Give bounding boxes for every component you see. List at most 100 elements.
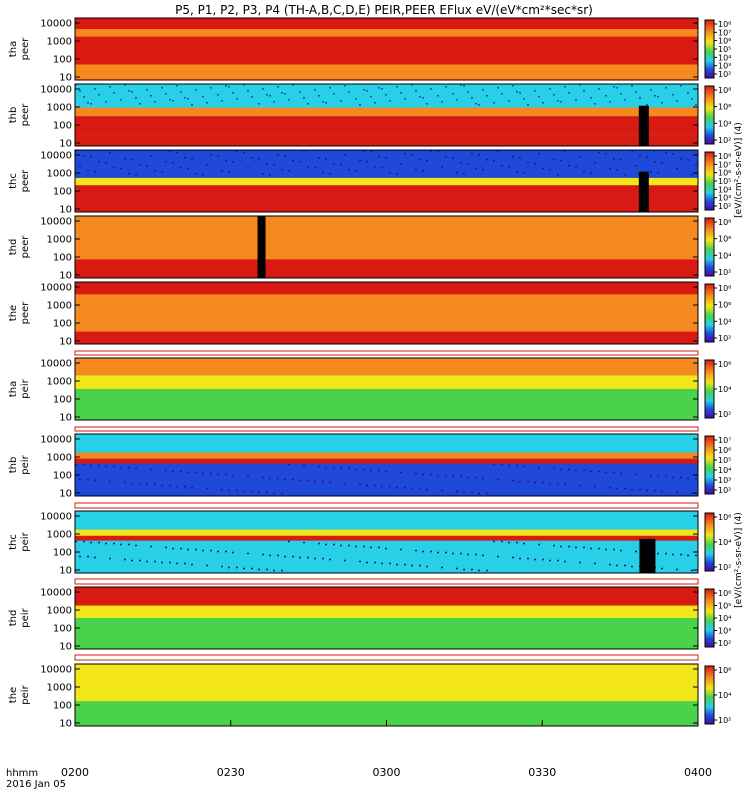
noise-speck	[131, 159, 133, 161]
noise-speck	[553, 159, 555, 161]
noise-speck	[281, 569, 283, 572]
noise-speck	[590, 97, 592, 99]
noise-speck	[303, 151, 305, 153]
energy-band	[75, 36, 698, 65]
noise-speck	[124, 481, 126, 484]
noise-speck	[288, 540, 290, 543]
noise-speck	[161, 171, 163, 173]
y-tick-label: 1000	[47, 453, 72, 464]
colorbar	[704, 435, 715, 495]
noise-speck	[154, 483, 156, 486]
noise-speck	[344, 559, 346, 562]
noise-speck	[482, 169, 484, 171]
noise-speck	[87, 102, 89, 104]
noise-speck	[557, 482, 559, 485]
noise-speck	[322, 557, 324, 560]
noise-speck	[314, 167, 316, 169]
time-axis-date: 2016 Jan 05	[6, 779, 66, 790]
noise-speck	[676, 491, 678, 494]
noise-speck	[691, 98, 693, 100]
noise-speck	[217, 473, 219, 476]
panel-frame	[74, 83, 699, 147]
noise-speck	[262, 88, 264, 90]
noise-speck	[482, 477, 484, 480]
noise-speck	[512, 479, 514, 482]
noise-speck	[620, 549, 622, 552]
noise-speck	[389, 485, 391, 488]
noise-speck	[228, 489, 230, 492]
noise-speck	[646, 104, 648, 106]
noise-speck	[665, 552, 667, 555]
noise-speck	[325, 158, 327, 160]
noise-speck	[359, 160, 361, 162]
noise-speck	[303, 541, 305, 544]
noise-speck	[184, 485, 186, 488]
noise-speck	[131, 482, 133, 485]
noise-speck	[146, 89, 148, 91]
noise-speck	[650, 171, 652, 173]
noise-speck	[90, 156, 92, 158]
noise-speck	[172, 547, 174, 550]
noise-speck	[277, 86, 279, 88]
y-tick-label: 1000	[47, 169, 72, 180]
colorbar-tick-label: 10⁸	[718, 284, 731, 293]
noise-speck	[501, 93, 503, 95]
noise-speck	[501, 165, 503, 167]
noise-speck	[519, 92, 521, 94]
noise-speck	[236, 489, 238, 492]
noise-speck	[396, 486, 398, 489]
noise-speck	[329, 87, 331, 89]
noise-speck	[594, 162, 596, 164]
noise-speck	[564, 86, 566, 88]
noise-speck	[109, 557, 111, 560]
noise-speck	[516, 91, 518, 93]
noise-speck	[307, 103, 309, 105]
noise-speck	[202, 174, 204, 176]
noise-speck	[650, 474, 652, 477]
noise-speck	[445, 156, 447, 158]
noise-speck	[616, 487, 618, 490]
noise-speck	[266, 568, 268, 571]
noise-speck	[575, 546, 577, 549]
noise-speck	[661, 102, 663, 104]
noise-speck	[527, 162, 529, 164]
noise-speck	[497, 555, 499, 558]
panel-frame	[74, 17, 699, 81]
noise-speck	[422, 97, 424, 99]
noise-speck	[232, 92, 234, 94]
energy-band	[75, 84, 698, 108]
data-gap	[639, 538, 656, 573]
noise-speck	[210, 154, 212, 156]
noise-speck	[176, 152, 178, 154]
noise-speck	[452, 157, 454, 159]
noise-speck	[631, 565, 633, 568]
noise-speck	[284, 478, 286, 481]
noise-speck	[419, 487, 421, 490]
noise-speck	[493, 540, 495, 543]
noise-speck	[135, 467, 137, 470]
noise-speck	[400, 471, 402, 474]
noise-speck	[191, 158, 193, 160]
noise-speck	[247, 475, 249, 478]
noise-speck	[299, 91, 301, 93]
noise-speck	[348, 169, 350, 171]
noise-speck	[281, 492, 283, 495]
colorbar-tick-label: 10⁴	[718, 53, 731, 62]
data-gap	[638, 105, 649, 146]
data-gap	[638, 171, 649, 212]
noise-speck	[616, 87, 618, 89]
energy-band	[75, 540, 698, 573]
noise-speck	[415, 169, 417, 171]
noise-speck	[113, 542, 115, 545]
noise-speck	[635, 165, 637, 167]
noise-speck	[523, 465, 525, 468]
noise-speck	[549, 169, 551, 171]
noise-speck	[460, 552, 462, 555]
panel-separator	[74, 426, 699, 432]
noise-speck	[605, 471, 607, 474]
colorbar-tick-label: 10⁶	[718, 589, 731, 598]
noise-speck	[150, 545, 152, 548]
noise-speck	[374, 166, 376, 168]
colorbar-tick-label: 10⁶	[718, 37, 731, 46]
noise-speck	[575, 469, 577, 472]
